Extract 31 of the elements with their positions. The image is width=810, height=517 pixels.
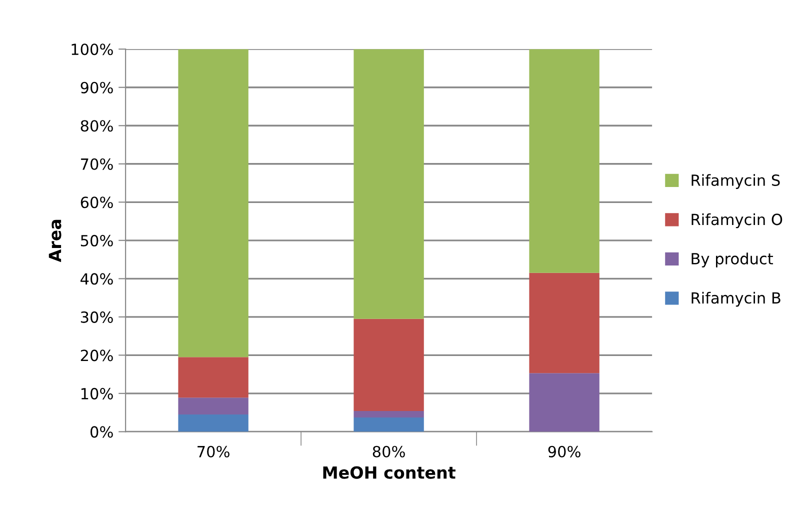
y-tick-label: 50%: [80, 234, 113, 246]
y-tick-label: 40%: [80, 273, 113, 285]
y-tick-label: 100%: [72, 44, 113, 56]
x-tick-label: 90%: [548, 446, 580, 458]
y-tick-label: 90%: [80, 82, 113, 94]
x-tick-label: 80%: [372, 446, 405, 458]
bar: [178, 398, 248, 414]
y-tick-label: 20%: [80, 350, 113, 362]
bar: [178, 414, 248, 432]
y-tick-label: 60%: [80, 196, 113, 208]
bar: [178, 357, 248, 398]
bar: [529, 272, 600, 374]
bar: [354, 318, 424, 412]
legend-label: Rifamycin O: [692, 213, 782, 228]
bar: [529, 373, 600, 432]
y-tick-label: 80%: [80, 120, 113, 132]
y-tick-label: 30%: [80, 311, 113, 323]
bar: [354, 411, 424, 418]
bar: [354, 418, 424, 432]
legend-label: Rifamycin B: [692, 292, 780, 307]
bar: [178, 49, 248, 358]
legend-label: By product: [692, 252, 774, 268]
y-axis-title: Area: [48, 220, 62, 262]
x-axis-title: MeOH content: [323, 466, 456, 479]
bar: [529, 49, 600, 273]
y-tick-label: 70%: [81, 158, 113, 170]
y-tick-label: 0%: [90, 426, 113, 438]
x-tick-label: 70%: [198, 446, 230, 458]
y-tick-label: 10%: [81, 388, 113, 400]
bar: [354, 49, 424, 319]
legend-label: Rifamycin S: [692, 174, 780, 189]
